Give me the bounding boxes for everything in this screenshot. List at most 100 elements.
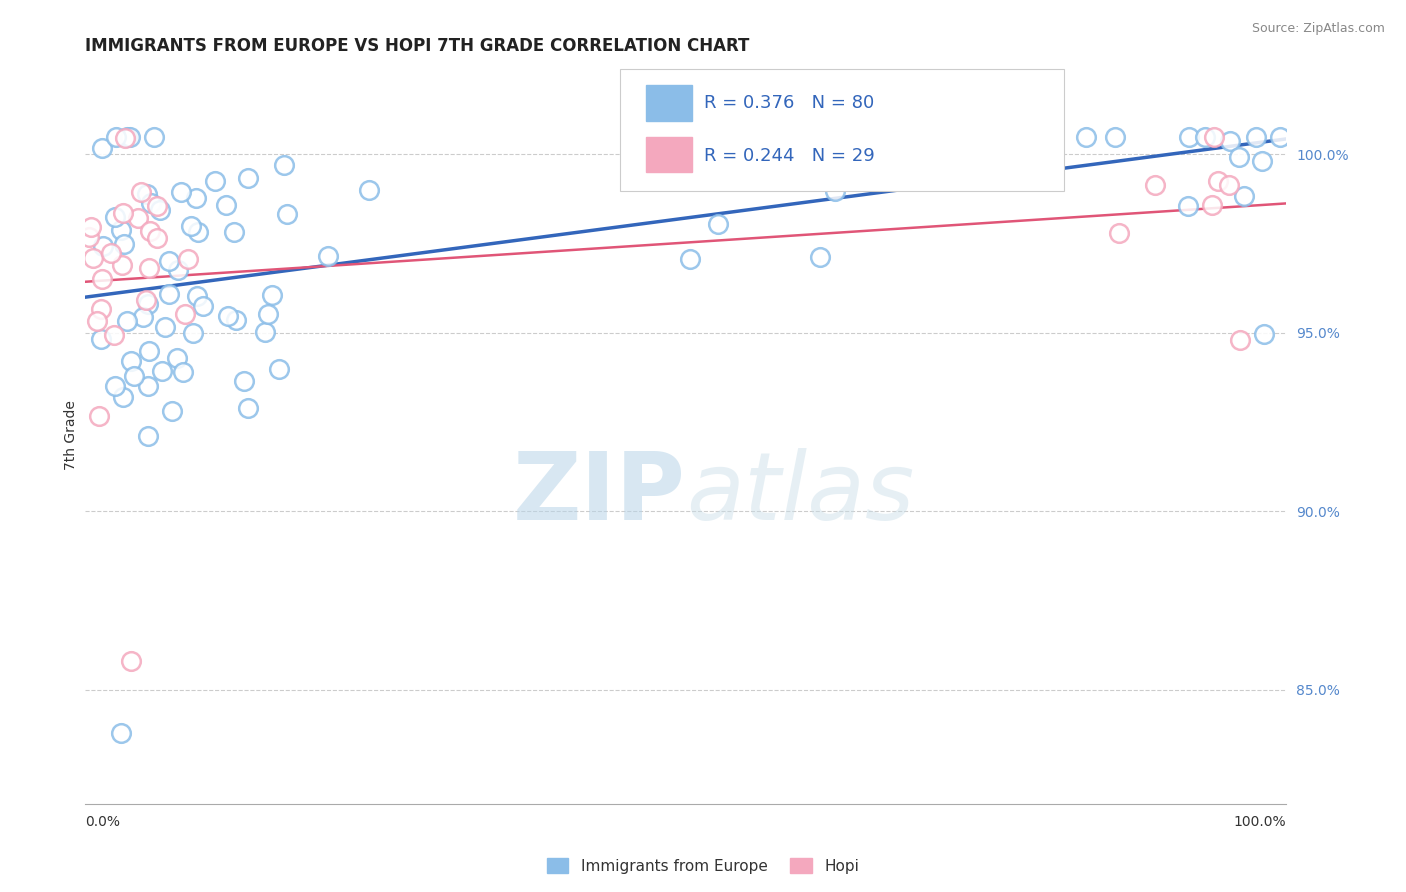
Point bbox=[159, 286, 181, 301]
Text: R = 0.376   N = 80: R = 0.376 N = 80 bbox=[704, 94, 875, 112]
Point bbox=[316, 249, 339, 263]
Point bbox=[166, 263, 188, 277]
Point bbox=[91, 271, 114, 285]
Point bbox=[1108, 226, 1130, 240]
Point bbox=[233, 374, 256, 388]
Point bbox=[100, 246, 122, 260]
Point bbox=[1177, 199, 1199, 213]
Point bbox=[150, 363, 173, 377]
Point bbox=[138, 261, 160, 276]
Point bbox=[254, 325, 277, 339]
Point bbox=[112, 236, 135, 251]
Text: Source: ZipAtlas.com: Source: ZipAtlas.com bbox=[1251, 22, 1385, 36]
Text: ZIP: ZIP bbox=[513, 448, 686, 540]
Point bbox=[142, 129, 165, 144]
Point bbox=[1251, 153, 1274, 168]
Point bbox=[1178, 129, 1201, 144]
Point bbox=[624, 129, 647, 144]
Point bbox=[181, 326, 204, 340]
Point bbox=[269, 361, 291, 376]
Legend: Immigrants from Europe, Hopi: Immigrants from Europe, Hopi bbox=[541, 852, 865, 880]
Point bbox=[139, 224, 162, 238]
Point bbox=[180, 219, 202, 234]
Point bbox=[808, 250, 831, 264]
Point bbox=[112, 206, 135, 220]
Point bbox=[897, 141, 920, 155]
Point bbox=[1206, 174, 1229, 188]
Point bbox=[869, 129, 891, 144]
Point bbox=[824, 184, 846, 198]
Point bbox=[707, 217, 730, 231]
Point bbox=[260, 288, 283, 302]
Point bbox=[86, 313, 108, 327]
Point bbox=[149, 202, 172, 217]
Point bbox=[138, 296, 160, 310]
Point bbox=[217, 309, 239, 323]
Point bbox=[127, 211, 149, 225]
Point bbox=[80, 219, 103, 234]
Point bbox=[103, 328, 125, 343]
Point bbox=[1204, 129, 1226, 144]
Text: 0.0%: 0.0% bbox=[86, 814, 120, 829]
Point bbox=[276, 207, 298, 221]
Point bbox=[225, 313, 247, 327]
Point bbox=[90, 141, 112, 155]
Point bbox=[103, 210, 125, 224]
Point bbox=[238, 171, 260, 186]
Point bbox=[359, 183, 381, 197]
Point bbox=[727, 156, 749, 170]
Point bbox=[111, 258, 134, 272]
Point bbox=[1194, 129, 1216, 144]
FancyBboxPatch shape bbox=[647, 85, 692, 120]
Point bbox=[136, 186, 159, 201]
Point bbox=[118, 129, 141, 144]
Point bbox=[162, 404, 184, 418]
Point bbox=[90, 301, 112, 316]
Point bbox=[193, 299, 215, 313]
Point bbox=[153, 320, 176, 334]
Point bbox=[91, 239, 114, 253]
Point bbox=[87, 409, 110, 423]
Point bbox=[145, 231, 167, 245]
Y-axis label: 7th Grade: 7th Grade bbox=[65, 400, 79, 469]
Point bbox=[110, 223, 132, 237]
Point bbox=[1227, 150, 1250, 164]
Point bbox=[1268, 129, 1291, 144]
Point bbox=[1074, 129, 1097, 144]
Point bbox=[157, 253, 180, 268]
Point bbox=[991, 129, 1014, 144]
Point bbox=[82, 251, 104, 265]
Point bbox=[204, 174, 226, 188]
Point bbox=[1244, 129, 1267, 144]
Point bbox=[256, 307, 278, 321]
Point bbox=[957, 129, 980, 144]
Point bbox=[105, 129, 128, 144]
Point bbox=[184, 191, 207, 205]
Point bbox=[238, 401, 260, 415]
Point bbox=[1219, 135, 1241, 149]
FancyBboxPatch shape bbox=[620, 69, 1064, 191]
Point bbox=[174, 307, 197, 321]
Point bbox=[1021, 129, 1043, 144]
Point bbox=[124, 368, 146, 383]
Point bbox=[166, 351, 188, 366]
Point bbox=[177, 252, 200, 266]
Point bbox=[77, 230, 100, 244]
Point bbox=[115, 314, 138, 328]
Point bbox=[90, 332, 112, 346]
Point bbox=[273, 158, 295, 172]
Point bbox=[132, 310, 155, 324]
Point bbox=[136, 429, 159, 443]
Point bbox=[112, 390, 135, 404]
Text: atlas: atlas bbox=[686, 448, 914, 539]
Point bbox=[1233, 189, 1256, 203]
Point bbox=[120, 354, 142, 368]
FancyBboxPatch shape bbox=[647, 136, 692, 172]
Point bbox=[1201, 198, 1223, 212]
Point bbox=[138, 379, 160, 393]
Point bbox=[186, 289, 208, 303]
Point bbox=[222, 225, 245, 239]
Point bbox=[172, 365, 194, 379]
Point bbox=[1104, 129, 1126, 144]
Point bbox=[138, 343, 160, 358]
